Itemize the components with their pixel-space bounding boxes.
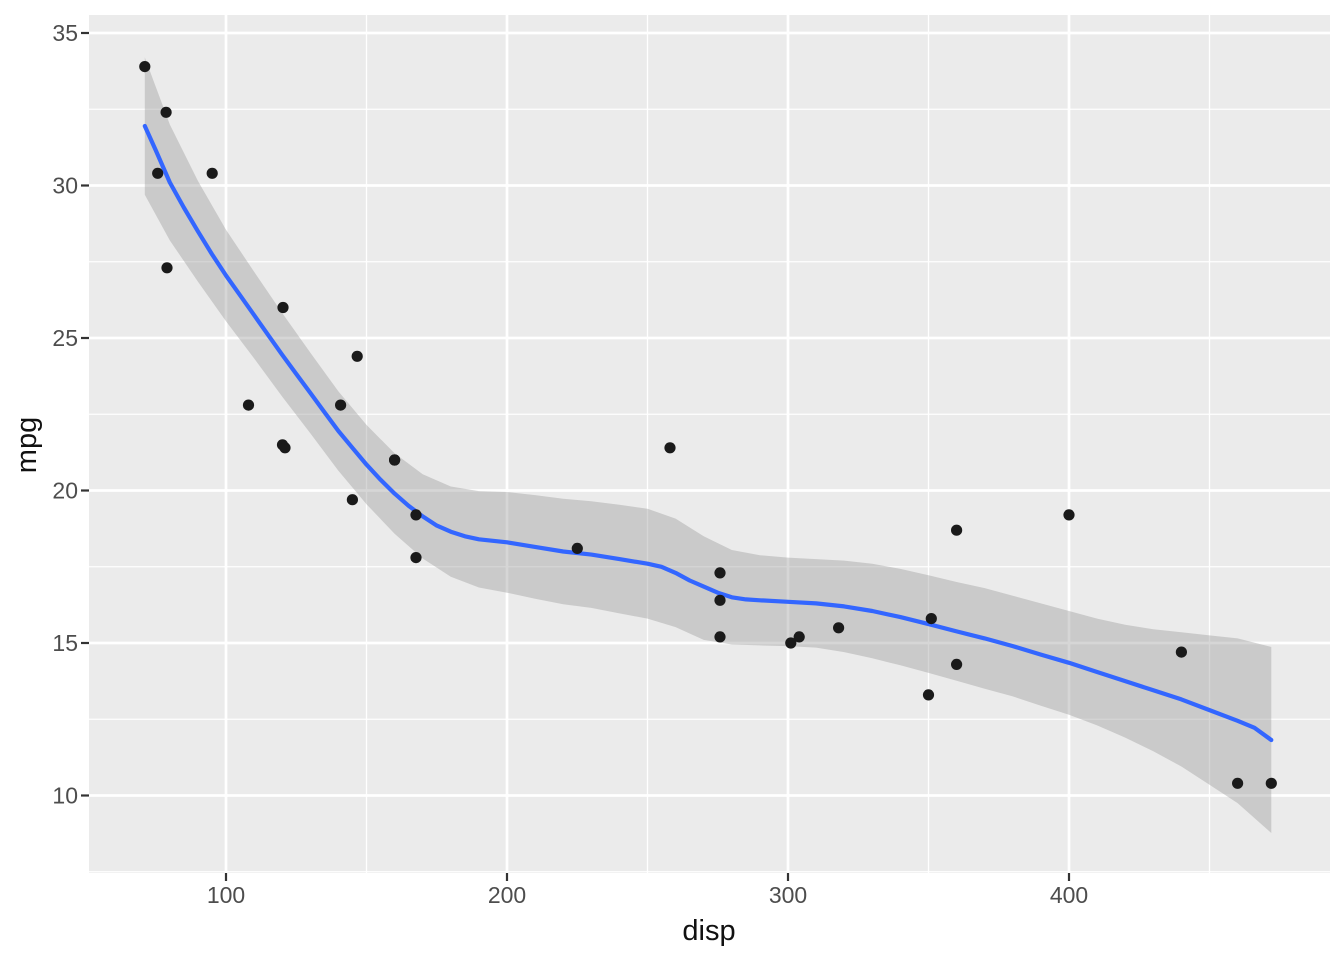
data-point: [714, 567, 726, 579]
data-point: [346, 494, 358, 506]
y-tick-label: 30: [52, 173, 78, 199]
data-point: [160, 106, 172, 118]
data-point: [139, 61, 151, 73]
y-axis-title: mpg: [11, 417, 43, 473]
data-point: [410, 509, 422, 521]
y-tick-label: 10: [52, 783, 78, 809]
y-tick-label: 25: [52, 325, 78, 351]
data-point: [951, 524, 963, 536]
data-point: [714, 594, 726, 606]
smooth-line-path: [142, 123, 1274, 743]
data-point: [793, 631, 805, 643]
data-point: [1265, 777, 1277, 789]
data-point: [389, 454, 401, 466]
data-point: [1232, 777, 1244, 789]
y-tick-label: 15: [52, 630, 78, 656]
data-point: [242, 399, 255, 411]
loess-smooth-line: [142, 123, 1274, 743]
data-point: [1063, 509, 1075, 521]
data-point: [279, 442, 291, 454]
data-point: [664, 442, 676, 454]
data-points: [139, 61, 1277, 789]
data-point: [277, 301, 289, 314]
data-point: [1175, 646, 1187, 658]
axes: 100 200 300 400 10 15 20 25 30 35: [52, 20, 1088, 908]
data-point: [335, 399, 347, 411]
data-point: [785, 637, 797, 649]
data-point: [161, 262, 173, 274]
data-point: [571, 542, 583, 555]
data-point: [833, 622, 845, 634]
data-point: [714, 631, 726, 643]
data-point: [410, 552, 422, 564]
gridlines: [89, 15, 1330, 873]
data-point: [951, 658, 963, 671]
data-point: [922, 689, 935, 701]
x-tick-label: 100: [207, 882, 245, 908]
x-tick-label: 200: [488, 882, 526, 908]
data-point: [206, 167, 218, 179]
panel-background: [89, 15, 1330, 873]
data-point: [152, 167, 164, 179]
data-point: [351, 350, 363, 362]
y-tick-label: 20: [52, 478, 78, 504]
x-axis-title: disp: [682, 915, 735, 947]
data-point: [925, 613, 937, 625]
x-tick-label: 400: [1050, 882, 1088, 908]
x-tick-label: 300: [769, 882, 807, 908]
plot-panel: [89, 15, 1330, 873]
y-tick-label: 35: [52, 20, 78, 46]
